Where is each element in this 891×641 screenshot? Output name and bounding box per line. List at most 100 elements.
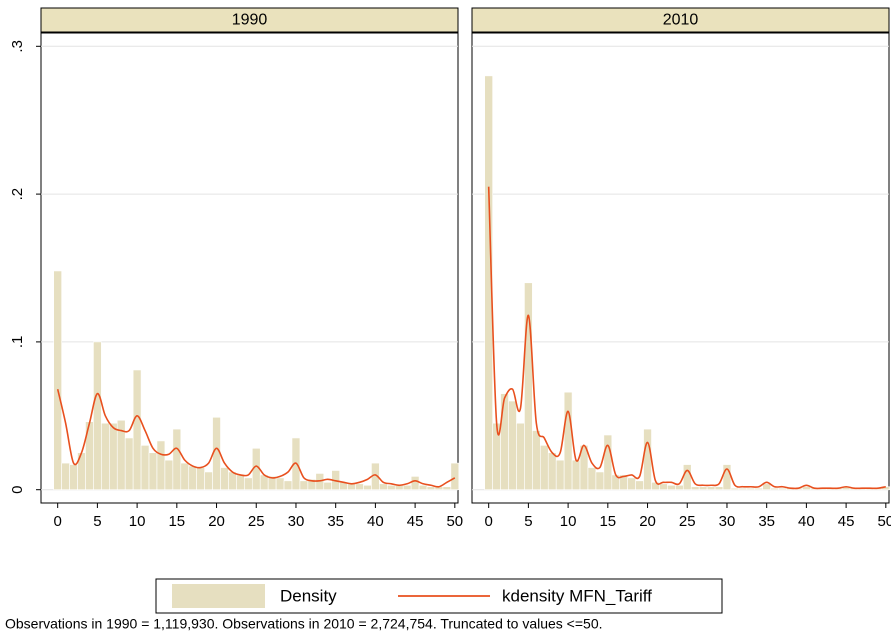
x-tick-label: 5 [524,513,532,530]
legend-label: kdensity MFN_Tariff [502,586,652,605]
bar [61,462,70,490]
kdensity-line [56,389,456,488]
x-tick-label: 35 [327,513,344,530]
bar [540,445,549,490]
panel-title: 2010 [663,12,699,29]
bar [595,471,605,490]
bar [450,462,460,490]
x-tick-label: 25 [248,513,265,530]
bar [500,393,509,490]
bar [603,434,613,490]
x-tick-label: 10 [129,513,146,530]
bar [140,445,150,490]
bar [109,422,118,490]
bar [484,75,493,490]
bar [196,467,205,490]
bar [643,428,652,490]
bar [402,484,412,490]
bar [730,487,740,490]
x-tick-label: 50 [446,513,463,530]
bar [442,486,452,490]
bar [172,428,182,490]
bar [524,282,533,490]
bar [516,422,525,490]
bar [508,400,517,490]
x-tick-label: 40 [367,513,384,530]
x-tick-label: 25 [679,513,696,530]
bar [770,487,779,490]
x-tick-label: 15 [168,513,185,530]
bar [675,484,684,490]
bar [93,341,102,490]
bar [746,487,756,490]
x-tick-label: 10 [560,513,577,530]
x-tick-label: 0 [54,513,62,530]
bar [164,459,174,490]
bar [204,471,213,490]
bar [682,464,692,490]
x-tick-label: 45 [407,513,424,530]
bar [547,452,557,490]
bar [714,486,724,490]
bar [156,440,166,490]
bar [659,483,668,490]
x-tick-label: 45 [838,513,855,530]
x-tick-label: 15 [599,513,616,530]
bar [563,391,573,490]
bar [698,486,708,490]
bar [363,484,372,490]
bar [188,465,197,490]
bar [275,477,285,490]
bar [69,464,78,490]
panel-header [40,7,459,33]
legend-swatch [172,584,265,608]
bar [283,480,293,490]
bar [802,486,811,490]
bar [555,459,565,490]
bar [426,486,436,490]
x-tick-label: 5 [93,513,101,530]
bar [101,422,110,490]
bar [778,487,787,490]
x-tick-label: 35 [758,513,775,530]
bar [323,482,333,490]
bar [706,486,716,490]
bar [124,437,134,490]
bar [347,483,356,490]
y-tick-label: .1 [9,336,26,349]
bar [410,476,420,490]
kdensity-line [487,186,886,490]
bar [180,462,190,490]
y-tick-label: 0 [9,486,26,494]
bar [132,369,142,490]
bar [387,484,396,490]
x-tick-label: 30 [719,513,736,530]
bar [220,467,229,490]
bar [571,459,581,490]
bar [587,467,597,490]
bar [355,483,364,490]
bar [635,480,644,490]
x-tick-label: 20 [639,513,656,530]
bar [53,270,62,490]
bar [244,477,253,490]
plot-area [471,32,890,504]
y-tick-label: .3 [9,40,26,53]
panel-title: 1990 [232,12,268,29]
bar [762,483,771,490]
bar [690,486,700,490]
bar [148,452,158,490]
bar [379,483,388,490]
bar [299,480,309,490]
x-tick-label: 30 [288,513,305,530]
legend-label: Density [280,586,337,605]
y-tick-label: .2 [9,188,26,201]
bar [738,487,748,490]
x-tick-label: 0 [485,513,493,530]
x-tick-label: 20 [208,513,225,530]
bar [667,484,676,490]
bar [627,477,636,490]
bar [236,474,245,490]
bar [228,471,237,490]
